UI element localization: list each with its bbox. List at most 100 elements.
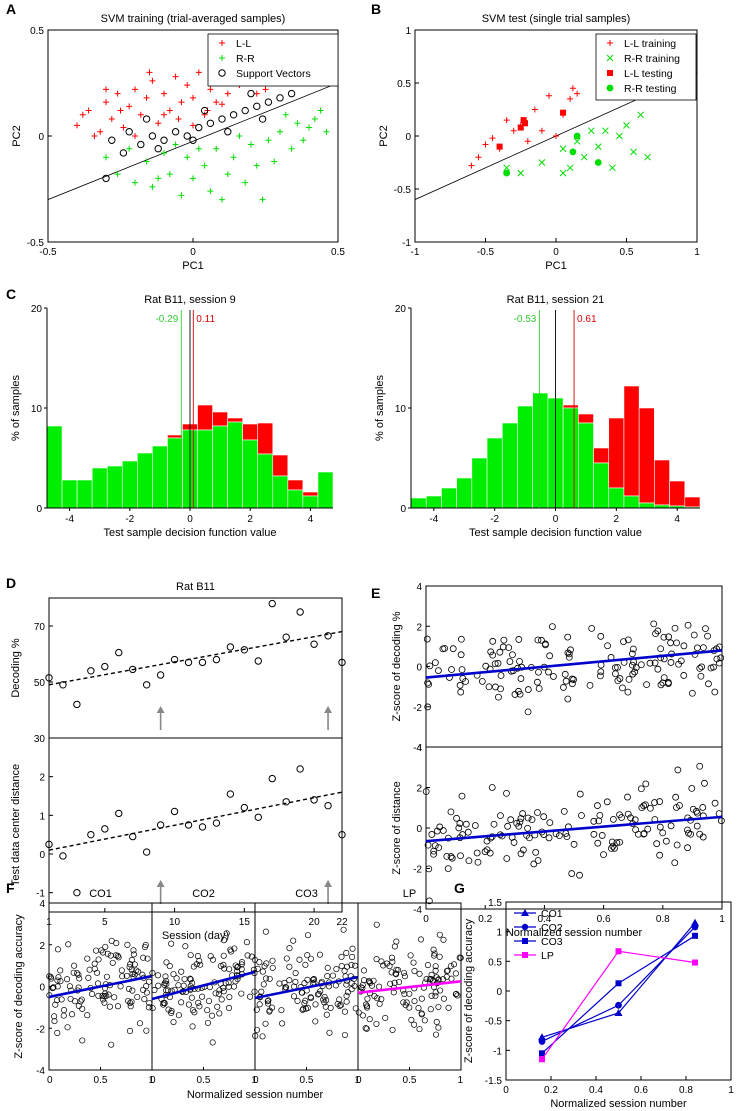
data-point-r-r [149, 183, 156, 190]
data-point [212, 655, 221, 664]
data-point [674, 766, 682, 774]
data-point [665, 633, 673, 641]
data-point [456, 681, 464, 689]
data-point [304, 932, 312, 939]
data-point [432, 963, 439, 970]
data-point-r-r [190, 175, 196, 182]
data-point [445, 1004, 452, 1011]
data-point [129, 665, 137, 674]
y-tick-label: 0.5 [30, 26, 44, 37]
data-point [654, 665, 662, 673]
bar-green [593, 462, 610, 509]
data-point [693, 809, 701, 817]
data-point-l-l-training [475, 154, 482, 161]
data-point [436, 931, 443, 938]
data-point [564, 695, 572, 703]
data-point [570, 840, 578, 848]
x-tick-label: 22 [336, 917, 348, 928]
data-point [324, 964, 331, 971]
bar-green [410, 497, 427, 509]
data-point [421, 1017, 428, 1024]
panel-letter-d: D [6, 575, 16, 591]
data-point [564, 633, 572, 641]
data-point-l-l [97, 128, 104, 135]
data-point-r-r-training [594, 143, 602, 150]
data-point [243, 939, 250, 946]
data-point [699, 644, 707, 652]
data-point-l-l-testing [520, 117, 527, 124]
data-point [656, 851, 664, 859]
data-point [135, 968, 142, 975]
x-tick-label: 0.5 [331, 247, 345, 258]
data-point [102, 943, 109, 950]
trend-line [357, 979, 462, 995]
data-point [524, 708, 532, 716]
data-point [608, 838, 616, 846]
data-point-support-vectors [276, 94, 284, 102]
data-point [416, 1026, 423, 1033]
arrow-head [156, 880, 165, 887]
data-point [343, 963, 351, 970]
y-tick-label: 10 [395, 404, 407, 415]
data-point [422, 788, 430, 795]
data-point-l-l [175, 116, 182, 123]
data-point [690, 631, 698, 639]
data-point [316, 951, 324, 958]
data-point [497, 812, 504, 820]
data-point [340, 926, 347, 933]
data-point [99, 949, 107, 956]
data-point [578, 812, 585, 819]
data-point [373, 921, 380, 928]
data-point [218, 996, 225, 1003]
series-marker [615, 948, 622, 955]
data-point-r-r [178, 192, 185, 199]
data-point-support-vectors [137, 140, 145, 149]
data-point [220, 961, 227, 968]
chart-title: Rat B11 [176, 581, 215, 593]
data-point [546, 652, 554, 660]
data-point [614, 663, 621, 671]
legend-label: R-R testing [624, 83, 677, 95]
data-point-l-l [143, 94, 150, 101]
data-point [124, 941, 131, 948]
bar-green [562, 407, 579, 509]
bar-green [287, 489, 304, 509]
data-point [53, 997, 60, 1004]
data-point [667, 659, 675, 666]
data-point [432, 989, 439, 996]
data-point-support-vectors [224, 128, 232, 136]
data-point [410, 959, 417, 966]
data-point [125, 997, 132, 1005]
data-point [478, 677, 486, 685]
data-point [119, 973, 126, 980]
x-axis-label: Test sample decision function value [103, 527, 276, 539]
bar-green [441, 487, 457, 509]
data-point-r-r-testing [594, 159, 602, 166]
data-point [432, 992, 439, 999]
data-point-support-vectors [160, 136, 168, 144]
data-point [196, 1003, 203, 1010]
data-point-r-r [311, 116, 318, 123]
data-point [103, 973, 110, 980]
data-point [555, 832, 563, 840]
data-point [310, 975, 317, 983]
chart-title: SVM test (single trial samples) [482, 13, 631, 25]
data-point [428, 831, 436, 838]
data-point [530, 860, 538, 868]
data-point [359, 981, 366, 989]
data-point [301, 980, 308, 987]
data-point [411, 1021, 418, 1028]
y-tick-label: 0 [38, 132, 44, 143]
bar-green [425, 495, 442, 509]
subplot-title: CO3 [295, 888, 318, 900]
data-point [299, 1006, 306, 1013]
bar-red [302, 491, 319, 497]
data-point [54, 946, 62, 953]
data-point [142, 681, 151, 689]
data-point [613, 839, 621, 847]
panel-d-top: 30 50 70 Rat B11 Decoding % [10, 581, 346, 745]
data-point [115, 809, 123, 818]
data-point [453, 990, 460, 997]
data-point-support-vectors [183, 132, 191, 140]
y-tick-label: 1 [39, 811, 45, 822]
